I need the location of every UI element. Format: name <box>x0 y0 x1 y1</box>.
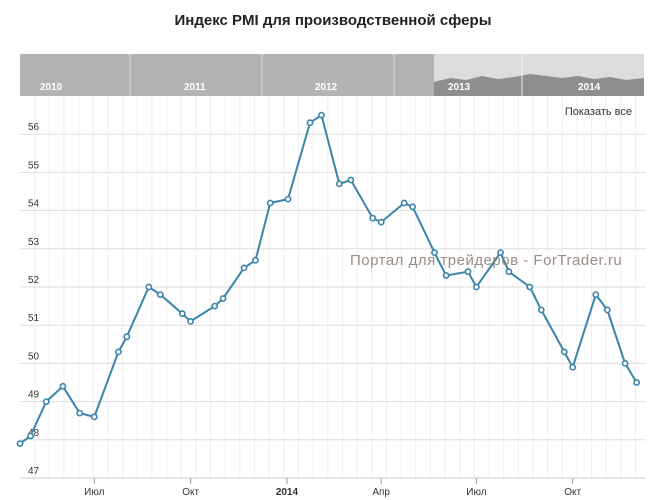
y-tick-label: 49 <box>28 390 40 401</box>
grid <box>20 96 646 479</box>
data-point <box>90 413 98 421</box>
data-point <box>400 199 408 207</box>
y-tick-label: 50 <box>28 351 40 362</box>
data-point <box>187 317 194 325</box>
data-point <box>603 306 611 314</box>
data-point <box>409 203 416 211</box>
y-tick-label: 56 <box>28 122 40 133</box>
y-tick-label: 52 <box>28 275 40 286</box>
data-point <box>240 264 248 272</box>
data-point <box>76 409 84 417</box>
line-chart: 47 48 49 50 51 52 53 54 55 56 Июл Окт 2014 Апр Июл Окт <box>16 96 646 498</box>
y-tick-label: 54 <box>28 199 40 210</box>
data-point <box>178 310 186 318</box>
data-point <box>537 306 545 314</box>
data-point <box>59 382 67 390</box>
data-point <box>464 268 472 276</box>
data-point <box>592 291 600 298</box>
data-point <box>115 348 122 356</box>
data-point <box>266 199 274 207</box>
data-point <box>27 432 34 440</box>
data-point <box>16 440 24 447</box>
data-point <box>377 218 385 226</box>
data-point <box>335 180 343 188</box>
navigator-area <box>434 74 644 96</box>
data-point <box>431 249 438 256</box>
x-tick-label: 2014 <box>276 487 299 498</box>
y-tick-label: 48 <box>28 428 40 439</box>
show-all-button[interactable]: Показать все <box>564 106 632 118</box>
series-points <box>16 111 640 447</box>
data-point <box>505 268 513 276</box>
data-point <box>156 291 164 298</box>
data-point <box>145 283 153 291</box>
data-point <box>42 398 50 405</box>
data-point <box>252 256 259 264</box>
data-point <box>633 379 640 386</box>
data-point <box>560 348 568 356</box>
navigator-year-label: 2013 <box>448 82 471 93</box>
chart-title: Индекс PMI для производственной сферы <box>174 12 492 29</box>
y-tick-label: 55 <box>28 160 40 171</box>
y-tick-label: 53 <box>28 237 40 248</box>
y-axis: 47 48 49 50 51 52 53 54 55 56 <box>28 122 40 477</box>
data-point <box>306 119 314 127</box>
range-navigator[interactable]: 2010 2011 2012 2013 2014 <box>20 54 644 96</box>
x-tick-label: Окт <box>564 487 581 498</box>
data-point <box>569 363 577 371</box>
watermark: Портал для трейдеров - ForTrader.ru <box>350 252 623 269</box>
y-tick-label: 51 <box>28 313 40 324</box>
navigator-year-label: 2012 <box>315 82 338 93</box>
data-point <box>211 302 219 310</box>
data-point <box>497 249 504 256</box>
x-tick-label: Апр <box>372 487 390 498</box>
navigator-year-label: 2011 <box>184 82 206 93</box>
x-tick-label: Окт <box>182 487 199 498</box>
y-tick-label: 47 <box>28 466 40 477</box>
data-point <box>284 195 292 203</box>
data-point <box>219 295 227 302</box>
x-tick-label: Июл <box>84 487 104 498</box>
data-point <box>442 272 450 279</box>
data-point <box>621 359 629 367</box>
navigator-year-label: 2010 <box>40 82 63 93</box>
data-point <box>369 214 377 222</box>
data-point <box>472 283 480 291</box>
x-tick-label: Июл <box>466 487 486 498</box>
data-point <box>123 333 131 341</box>
navigator-year-label: 2014 <box>578 82 601 93</box>
data-point <box>526 283 534 291</box>
series-line <box>19 113 638 445</box>
x-axis: Июл Окт 2014 Апр Июл Окт <box>20 477 646 498</box>
data-point <box>318 111 325 119</box>
data-point <box>347 176 355 184</box>
